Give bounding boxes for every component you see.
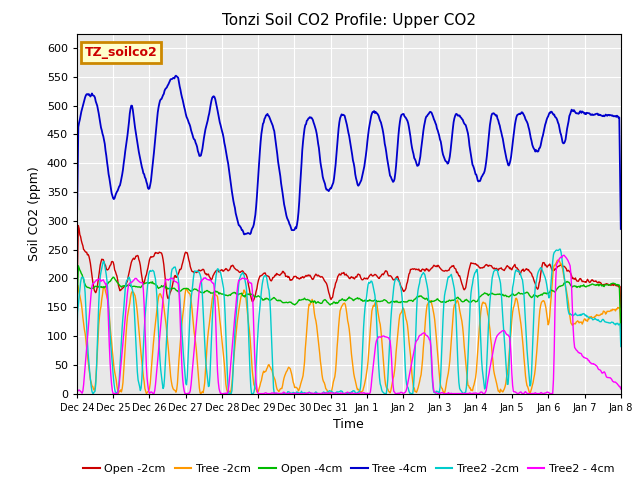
Tree2 -2cm [431, 390, 439, 396]
Open -2cm [617, 311, 625, 316]
Tree -2cm [115, 391, 122, 396]
Tree2 - 4cm [109, 391, 117, 396]
Tree2 -2cm [194, 268, 202, 274]
Open -4cm [84, 285, 92, 290]
Tree2 -2cm [617, 344, 625, 349]
Tree2 - 4cm [560, 252, 568, 258]
Text: TZ_soilco2: TZ_soilco2 [85, 46, 157, 59]
Tree2 - 4cm [195, 294, 202, 300]
Open -2cm [74, 223, 82, 228]
Open -2cm [431, 264, 439, 269]
Tree2 - 4cm [73, 388, 81, 394]
Tree2 - 4cm [431, 389, 439, 395]
Open -2cm [84, 252, 92, 258]
Tree -4cm [83, 91, 90, 97]
Tree -2cm [223, 389, 231, 395]
Tree -2cm [554, 257, 562, 263]
Open -4cm [223, 293, 231, 299]
Tree2 -2cm [73, 340, 81, 346]
Open -2cm [223, 267, 231, 273]
Legend: Open -2cm, Tree -2cm, Open -4cm, Tree -4cm, Tree2 -2cm, Tree2 - 4cm: Open -2cm, Tree -2cm, Open -4cm, Tree -4… [79, 459, 619, 478]
Tree2 -2cm [556, 246, 563, 252]
Tree2 - 4cm [617, 386, 625, 392]
Open -4cm [416, 293, 424, 299]
Tree -2cm [431, 324, 439, 330]
Tree -4cm [172, 73, 180, 79]
Tree -4cm [431, 120, 439, 126]
Tree2 - 4cm [83, 346, 90, 351]
Tree -4cm [617, 226, 625, 232]
Tree2 - 4cm [416, 333, 424, 338]
Line: Tree2 - 4cm: Tree2 - 4cm [77, 255, 621, 394]
Open -4cm [617, 326, 625, 332]
Y-axis label: Soil CO2 (ppm): Soil CO2 (ppm) [28, 166, 41, 261]
Open -4cm [140, 281, 147, 287]
Open -4cm [431, 298, 439, 303]
Tree -2cm [195, 376, 202, 382]
Tree -4cm [139, 167, 147, 173]
Tree -4cm [73, 233, 81, 239]
Open -2cm [416, 268, 424, 274]
Tree2 -2cm [416, 280, 424, 286]
Open -4cm [74, 263, 82, 269]
Tree2 -2cm [83, 322, 90, 328]
Tree2 -2cm [225, 391, 233, 396]
Tree2 - 4cm [223, 391, 231, 396]
Tree2 -2cm [223, 351, 230, 357]
Open -2cm [73, 304, 81, 310]
Tree -4cm [195, 150, 202, 156]
Open -2cm [140, 281, 147, 287]
Open -4cm [73, 312, 81, 318]
Tree2 - 4cm [140, 288, 147, 293]
X-axis label: Time: Time [333, 418, 364, 431]
Tree2 -2cm [139, 360, 147, 366]
Tree -4cm [416, 158, 424, 164]
Open -4cm [195, 288, 202, 294]
Line: Tree -2cm: Tree -2cm [77, 260, 621, 394]
Tree -4cm [223, 156, 231, 162]
Line: Tree2 -2cm: Tree2 -2cm [77, 249, 621, 394]
Line: Tree -4cm: Tree -4cm [77, 76, 621, 236]
Line: Open -2cm: Open -2cm [77, 226, 621, 313]
Open -2cm [195, 267, 202, 273]
Tree -2cm [416, 379, 424, 384]
Tree -2cm [617, 334, 625, 340]
Tree -2cm [83, 345, 90, 350]
Tree -2cm [73, 317, 81, 323]
Tree -2cm [140, 374, 147, 380]
Line: Open -4cm: Open -4cm [77, 266, 621, 329]
Title: Tonzi Soil CO2 Profile: Upper CO2: Tonzi Soil CO2 Profile: Upper CO2 [222, 13, 476, 28]
